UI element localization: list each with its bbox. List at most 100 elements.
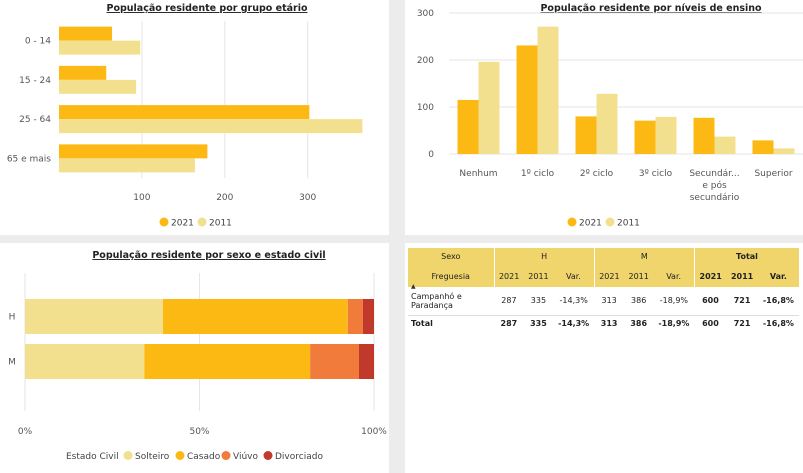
cell-value: 287	[494, 287, 524, 316]
x-tick-label: 100%	[361, 427, 387, 437]
cell-value: 287	[494, 314, 524, 332]
age-chart-title: População residente por grupo etário	[107, 3, 308, 14]
legend-label: Divorciado	[275, 452, 323, 462]
bar-2021	[59, 26, 113, 41]
bar-Viúvo	[310, 344, 359, 379]
legend-label: Solteiro	[135, 452, 170, 462]
col-header-var-total[interactable]: Var.	[757, 265, 799, 287]
bar-2011	[714, 136, 736, 154]
education-chart-panel: População residente por níveis de ensino…	[405, 0, 803, 235]
cell-value: -16,8%	[757, 287, 799, 316]
bar-2021	[59, 144, 208, 159]
population-matrix-panel: Sexo H M Total Freguesia 2021 2011 Var. …	[405, 243, 803, 473]
x-tick-label: 100	[133, 193, 150, 203]
col-header-2011-h[interactable]: 2011	[523, 265, 554, 287]
bar-2021	[575, 116, 597, 154]
cell-value: 600	[694, 287, 727, 316]
age-group-chart-panel: População residente por grupo etário 100…	[0, 0, 389, 235]
legend-marker	[221, 451, 231, 460]
legend-marker	[197, 217, 207, 227]
bar-2011	[596, 93, 618, 154]
col-header-var-h[interactable]: Var.	[553, 265, 595, 287]
total-label: Total	[408, 314, 494, 332]
bar-2021	[516, 45, 538, 154]
col-header-2021-m[interactable]: 2021	[593, 265, 625, 287]
col-header-2011-total[interactable]: 2011	[726, 265, 758, 287]
x-tick-label: 0%	[18, 427, 33, 437]
col-header-2011-m[interactable]: 2011	[624, 265, 654, 287]
age-chart-legend: 2021 2011	[159, 217, 232, 229]
legend-marker	[605, 217, 615, 227]
col-header-total[interactable]: Total	[693, 248, 799, 265]
y-tick-label: 0	[428, 150, 434, 160]
cell-value: 386	[624, 287, 654, 316]
col-header-sexo[interactable]: Sexo	[408, 248, 494, 265]
col-header-var-m[interactable]: Var.	[653, 265, 695, 287]
population-matrix: Sexo H M Total Freguesia 2021 2011 Var. …	[408, 248, 799, 332]
legend-marker	[263, 451, 273, 460]
age-group-chart: População residente por grupo etário 100…	[7, 3, 363, 229]
bar-2011	[773, 148, 795, 154]
col-header-h[interactable]: H	[493, 248, 595, 265]
x-tick-label: 300	[299, 193, 316, 203]
sort-asc-icon[interactable]: ▲	[411, 283, 416, 290]
y-tick-label: 0 - 14	[25, 37, 51, 47]
education-chart: População residente por níveis de ensino…	[417, 3, 803, 229]
bar-2021	[634, 120, 656, 154]
bar-Viúvo	[347, 299, 363, 334]
y-tick-label: 25 - 64	[19, 115, 51, 125]
cell-value: 386	[624, 314, 654, 332]
legend-label: 2021	[171, 219, 194, 229]
bar-2011	[59, 158, 195, 173]
cell-value: -14,3%	[553, 314, 595, 332]
bar-2021	[752, 140, 774, 154]
cell-value: 335	[523, 287, 554, 316]
x-tick-label: 3º ciclo	[639, 169, 673, 179]
bar-Casado	[144, 344, 311, 379]
legend-marker	[175, 451, 185, 460]
x-tick-label: Nenhum	[459, 169, 497, 179]
col-header-2021-h[interactable]: 2021	[493, 265, 524, 287]
legend-label: 2011	[617, 219, 640, 229]
x-tick-label: 1º ciclo	[521, 169, 555, 179]
y-tick-label: H	[9, 313, 16, 323]
y-tick-label: 300	[417, 9, 434, 19]
civil-chart-legend: Estado Civil Solteiro Casado Viúvo Divorciad…	[66, 451, 323, 462]
x-tick-label: 2º ciclo	[580, 169, 614, 179]
legend-marker	[567, 217, 577, 227]
y-tick-label: 65 e mais	[7, 154, 51, 164]
col-header-m[interactable]: M	[593, 248, 695, 265]
bar-2021	[693, 117, 715, 154]
bar-2011	[655, 116, 677, 154]
legend-marker	[123, 451, 133, 460]
bar-2011	[59, 40, 141, 55]
row-freguesia: Campanhó e Paradança	[408, 287, 494, 316]
bar-2011	[478, 61, 500, 154]
col-header-freguesia[interactable]: Freguesia	[408, 265, 494, 287]
legend-label: Viúvo	[233, 452, 258, 462]
x-tick-label: 50%	[189, 427, 209, 437]
y-tick-label: 100	[417, 103, 434, 113]
x-tick-label: 200	[216, 193, 233, 203]
table-total-row: Total 287 335 -14,3% 313 386 -18,9% 600 …	[408, 314, 799, 332]
bar-Casado	[162, 299, 348, 334]
bar-Divorciado	[358, 344, 374, 379]
bar-2021	[457, 99, 479, 154]
legend-label: 2011	[209, 219, 232, 229]
y-tick-label: 15 - 24	[19, 76, 51, 86]
cell-value: -18,9%	[653, 287, 695, 316]
bar-2011	[537, 26, 559, 155]
edu-chart-title: População residente por níveis de ensino	[540, 3, 762, 14]
bar-2011	[59, 79, 137, 94]
bar-2011	[59, 119, 363, 134]
bar-Solteiro	[25, 299, 163, 334]
y-tick-label: M	[8, 358, 16, 368]
cell-value: 313	[594, 314, 625, 332]
cell-value: -16,8%	[757, 314, 799, 332]
cell-value: 600	[694, 314, 727, 332]
table-row: Campanhó e Paradança 287 335 -14,3% 313 …	[408, 287, 799, 316]
legend-title: Estado Civil	[66, 452, 119, 462]
col-header-2021-total[interactable]: 2021	[693, 265, 727, 287]
cell-value: 721	[726, 287, 758, 316]
cell-value: 313	[594, 287, 625, 316]
